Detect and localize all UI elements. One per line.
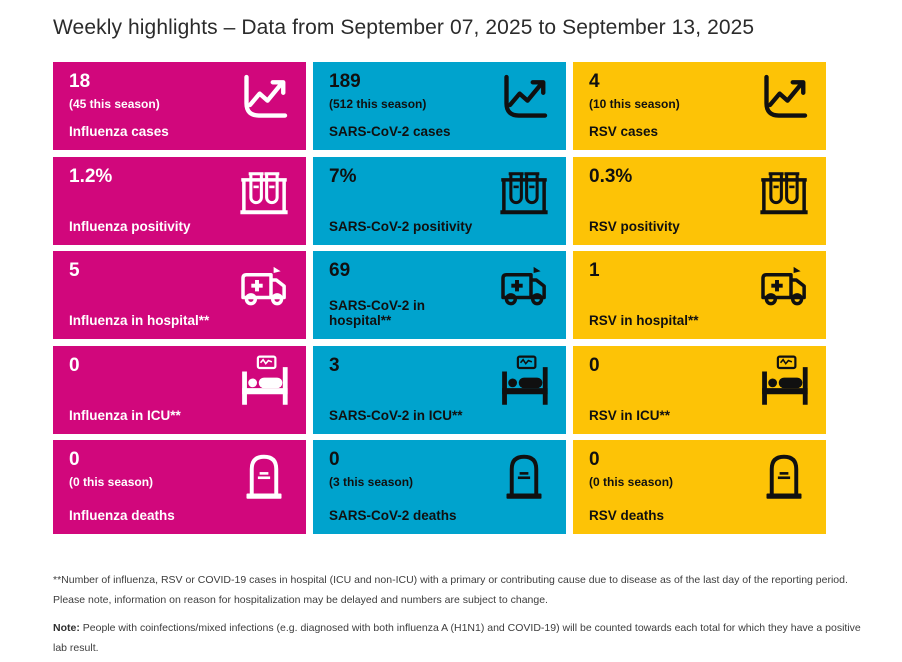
test-tubes-icon bbox=[496, 165, 552, 221]
stat-tile-sars-cov-2-positivity: 7% SARS-CoV-2 positivity bbox=[313, 156, 566, 245]
tile-value: 69 bbox=[329, 260, 351, 281]
tile-value: 0 bbox=[69, 449, 80, 470]
stat-tile-rsv-deaths: 0 (0 this season) RSV deaths bbox=[573, 440, 826, 534]
tile-value: 189 bbox=[329, 71, 361, 92]
stat-tile-influenza-positivity: 1.2% Influenza positivity bbox=[53, 156, 306, 245]
tile-label: RSV positivity bbox=[589, 218, 680, 234]
tile-label: Influenza in ICU** bbox=[69, 407, 181, 423]
test-tubes-icon bbox=[236, 165, 292, 221]
tile-value: 3 bbox=[329, 354, 340, 376]
stat-tile-sars-cov-2-in-icu: 3 SARS-CoV-2 in ICU** bbox=[313, 345, 566, 434]
tile-value: 7% bbox=[329, 165, 357, 187]
stat-tile-sars-cov-2-cases: 189 (512 this season) SARS-CoV-2 cases bbox=[313, 62, 566, 150]
tile-value: 5 bbox=[69, 260, 80, 281]
tile-value: 0.3% bbox=[589, 165, 633, 187]
tile-value: 0 bbox=[589, 449, 600, 470]
tile-label: Influenza in hospital** bbox=[69, 313, 210, 329]
tile-label: SARS-CoV-2 cases bbox=[329, 124, 451, 140]
trend-chart-icon bbox=[756, 70, 812, 126]
tile-label: SARS-CoV-2 deaths bbox=[329, 508, 457, 524]
stat-tile-influenza-deaths: 0 (0 this season) Influenza deaths bbox=[53, 440, 306, 534]
tile-label: SARS-CoV-2 positivity bbox=[329, 218, 473, 234]
stat-tile-influenza-in-hospital: 5 Influenza in hospital** bbox=[53, 251, 306, 339]
page-title: Weekly highlights – Data from September … bbox=[53, 16, 755, 39]
tile-value: 1 bbox=[589, 260, 600, 281]
stat-tile-sars-cov-2-in-hospital: 69 SARS-CoV-2 in hospital** bbox=[313, 251, 566, 339]
tile-season-count: (0 this season) bbox=[69, 474, 154, 489]
tile-label: RSV in ICU** bbox=[589, 407, 671, 423]
note-label: Note: bbox=[53, 622, 80, 634]
tile-value: 1.2% bbox=[69, 165, 113, 187]
tile-season-count: (45 this season) bbox=[69, 96, 160, 111]
stat-tile-rsv-positivity: 0.3% RSV positivity bbox=[573, 156, 826, 245]
tile-value: 0 bbox=[589, 354, 600, 376]
stat-tile-influenza-in-icu: 0 Influenza in ICU** bbox=[53, 345, 306, 434]
trend-chart-icon bbox=[236, 70, 292, 126]
tile-label: SARS-CoV-2 in hospital** bbox=[329, 298, 426, 329]
tile-value: 0 bbox=[69, 354, 80, 376]
tile-label: RSV cases bbox=[589, 124, 659, 140]
tile-season-count: (512 this season) bbox=[329, 96, 427, 111]
tile-label: Influenza deaths bbox=[69, 508, 175, 524]
tile-season-count: (3 this season) bbox=[329, 474, 414, 489]
icu-bed-icon bbox=[236, 354, 292, 410]
stat-tile-rsv-in-hospital: 1 RSV in hospital** bbox=[573, 251, 826, 339]
stat-tile-sars-cov-2-deaths: 0 (3 this season) SARS-CoV-2 deaths bbox=[313, 440, 566, 534]
tombstone-icon bbox=[236, 448, 292, 504]
tile-label: Influenza positivity bbox=[69, 218, 191, 234]
tiles-grid: 18 (45 this season) Influenza cases 189 … bbox=[53, 62, 826, 534]
tile-label: Influenza cases bbox=[69, 124, 169, 140]
tile-value: 4 bbox=[589, 71, 600, 92]
note-text: People with coinfections/mixed infection… bbox=[53, 622, 861, 655]
tile-value: 0 bbox=[329, 449, 340, 470]
tile-season-count: (10 this season) bbox=[589, 96, 680, 111]
tombstone-icon bbox=[756, 448, 812, 504]
icu-bed-icon bbox=[756, 354, 812, 410]
coinfection-note: Note: People with coinfections/mixed inf… bbox=[53, 618, 868, 659]
tile-label: RSV in hospital** bbox=[589, 313, 699, 329]
ambulance-icon bbox=[236, 259, 292, 315]
stat-tile-influenza-cases: 18 (45 this season) Influenza cases bbox=[53, 62, 306, 150]
stat-tile-rsv-cases: 4 (10 this season) RSV cases bbox=[573, 62, 826, 150]
tile-season-count: (0 this season) bbox=[589, 474, 674, 489]
stat-tile-rsv-in-icu: 0 RSV in ICU** bbox=[573, 345, 826, 434]
tile-label: SARS-CoV-2 in ICU** bbox=[329, 407, 463, 423]
ambulance-icon bbox=[756, 259, 812, 315]
tile-value: 18 bbox=[69, 71, 91, 92]
tombstone-icon bbox=[496, 448, 552, 504]
hospital-footnote: **Number of influenza, RSV or COVID-19 c… bbox=[53, 574, 848, 607]
trend-chart-icon bbox=[496, 70, 552, 126]
test-tubes-icon bbox=[756, 165, 812, 221]
icu-bed-icon bbox=[496, 354, 552, 410]
tile-label: RSV deaths bbox=[589, 508, 665, 524]
ambulance-icon bbox=[496, 259, 552, 315]
